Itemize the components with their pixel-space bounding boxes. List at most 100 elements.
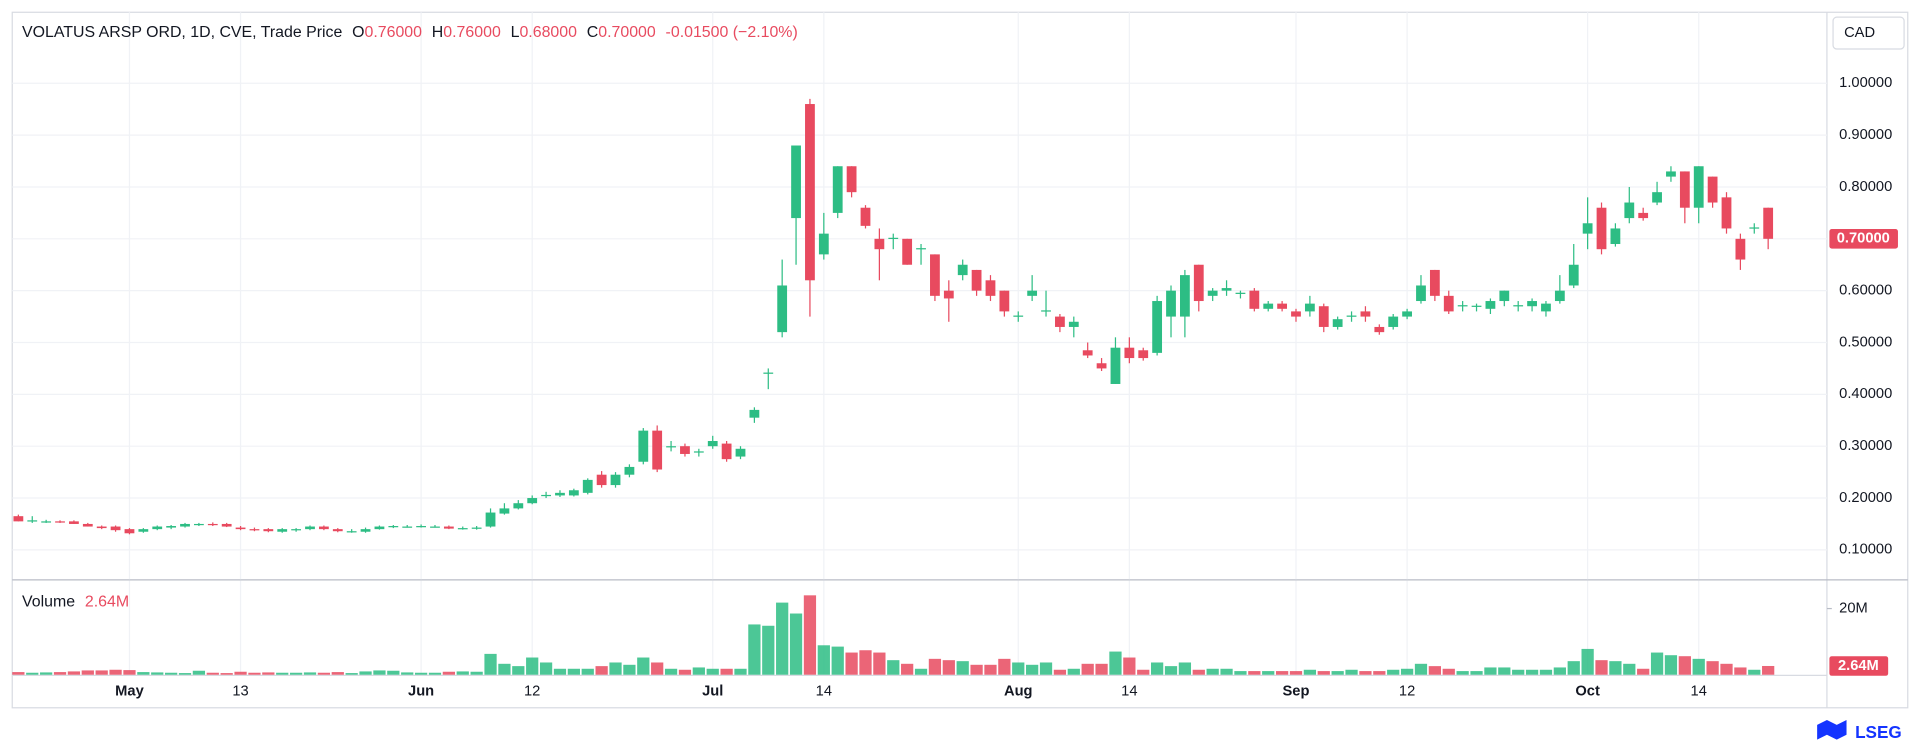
candle-body — [693, 451, 704, 453]
candle-body — [1068, 321, 1079, 327]
candle-body — [277, 529, 288, 532]
candle-body — [346, 531, 357, 533]
volume-bar — [359, 671, 372, 675]
volume-bar — [859, 650, 872, 675]
volume-bar — [873, 652, 886, 675]
volume-bar — [609, 662, 622, 675]
volume-title: Volume — [22, 594, 75, 611]
volume-bar — [1442, 668, 1455, 675]
volume-bar — [1095, 663, 1108, 675]
volume-bar — [401, 672, 414, 675]
candle-body — [1596, 207, 1607, 250]
legend-key: O — [352, 24, 364, 41]
volume-bar — [1678, 656, 1691, 675]
candle-body — [763, 372, 774, 374]
candle-body — [388, 526, 399, 528]
volume-bar — [178, 673, 192, 675]
legend: VOLATUS ARSP ORD, 1D, CVE, Trade Price O0… — [22, 24, 798, 41]
volume-bar — [553, 668, 567, 675]
volume-bar — [206, 672, 219, 675]
volume-bar — [1650, 652, 1664, 675]
candle-body — [596, 474, 607, 486]
volume-bar — [1317, 671, 1330, 675]
volume-bar — [345, 673, 358, 675]
candle-body — [1763, 207, 1774, 239]
candle-body — [832, 166, 843, 213]
candle-body — [1027, 290, 1038, 296]
volume-bar — [123, 670, 136, 675]
volume-bar — [262, 672, 275, 675]
candle-body — [652, 430, 663, 470]
volume-bar — [1539, 669, 1553, 675]
volume-bar — [664, 668, 678, 675]
volume-bar — [567, 668, 580, 675]
volume-bar — [1359, 671, 1372, 675]
candle-body — [41, 521, 52, 523]
volume-bar — [1123, 657, 1136, 675]
volume-bar — [12, 672, 25, 675]
volume-bar — [1331, 671, 1344, 675]
volume-bar — [53, 672, 67, 675]
candle-body — [1707, 176, 1718, 203]
volume-bar — [498, 663, 511, 675]
volume-bar — [720, 668, 733, 675]
candle-body — [1152, 301, 1163, 353]
volume-bar — [303, 672, 317, 675]
candle-body — [568, 490, 579, 496]
candle-body — [305, 526, 315, 530]
candle-body — [1513, 305, 1524, 307]
candle-body — [166, 526, 177, 528]
x-tick-label: 12 — [1399, 684, 1415, 700]
volume-bar — [581, 668, 594, 675]
currency-box[interactable] — [1832, 16, 1905, 50]
candle-body — [1332, 319, 1343, 327]
y-tick-label: 0.80000 — [1839, 179, 1892, 195]
x-tick-label: 14 — [1691, 684, 1707, 700]
volume-bar — [137, 672, 150, 675]
volume-bar — [1456, 671, 1469, 675]
candle-body — [1721, 197, 1732, 229]
volume-bar — [1289, 671, 1303, 675]
volume-bar — [331, 672, 344, 675]
candle-body — [1679, 171, 1690, 208]
x-tick-label: 14 — [816, 684, 832, 700]
volume-bar — [1012, 662, 1025, 675]
candle-body — [207, 523, 218, 526]
volume-bar — [678, 669, 692, 675]
candle-body — [235, 527, 246, 530]
candle-body — [1443, 295, 1454, 312]
volume-bar — [1151, 662, 1164, 675]
x-tick-label: Sep — [1283, 684, 1310, 700]
volume-bar — [67, 671, 81, 675]
volume-bar — [901, 663, 914, 675]
volume-bar — [831, 646, 844, 675]
candle-body — [1499, 290, 1510, 302]
candle-body — [1541, 303, 1551, 312]
candle-body — [1235, 292, 1246, 294]
candle-body — [263, 529, 274, 532]
volume-bar — [220, 673, 233, 675]
volume-bar — [706, 668, 719, 675]
volume-bar — [1137, 669, 1150, 675]
y-tick-label: 20M — [1839, 600, 1868, 616]
candle-body — [27, 520, 38, 522]
volume-legend: Volume 2.64M — [22, 594, 129, 611]
y-tick-label: 0.10000 — [1839, 542, 1892, 558]
candle-body — [1388, 316, 1399, 327]
volume-bar — [1039, 662, 1053, 675]
volume-bar — [1623, 663, 1636, 675]
volume-bar — [1567, 661, 1580, 675]
volume-bar — [1428, 666, 1441, 675]
candle-body — [1193, 264, 1204, 302]
volume-bar — [1164, 666, 1178, 675]
candle-body — [541, 494, 551, 497]
candle-body — [1096, 363, 1107, 369]
last-price-label: 0.70000 — [1837, 231, 1890, 247]
candle-body — [485, 512, 496, 527]
candle-body — [930, 254, 940, 296]
candle-body — [430, 526, 440, 528]
candle-body — [443, 526, 454, 529]
volume-bar — [484, 653, 497, 675]
volume-bar — [373, 670, 386, 675]
